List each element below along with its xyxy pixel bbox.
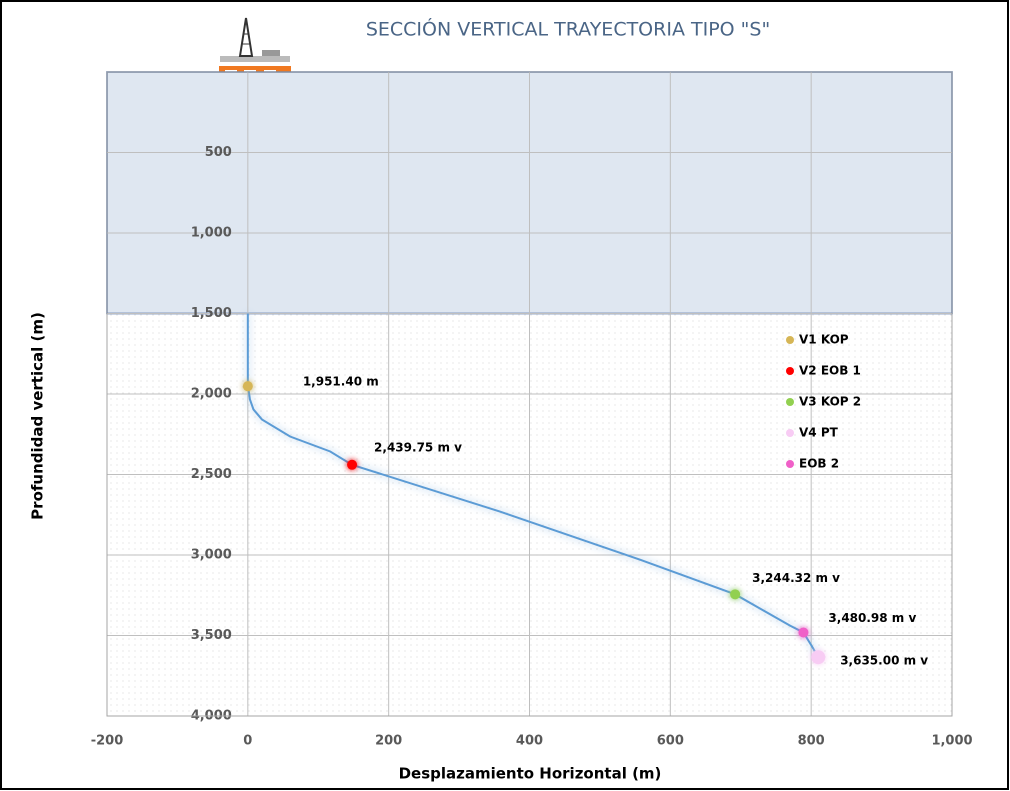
y-tick-label: 3,000 bbox=[191, 548, 232, 563]
y-tick-label: 1,000 bbox=[191, 226, 232, 241]
data-label: 2,439.75 m v bbox=[374, 440, 462, 454]
y-tick-label: 2,000 bbox=[191, 387, 232, 402]
x-tick-label: 0 bbox=[243, 734, 252, 749]
marker bbox=[811, 650, 826, 665]
legend-swatch bbox=[786, 367, 794, 375]
x-tick-label: 600 bbox=[657, 734, 684, 749]
chart-title: SECCIÓN VERTICAL TRAYECTORIA TIPO "S" bbox=[366, 17, 770, 41]
data-label: 3,244.32 m v bbox=[752, 571, 840, 585]
y-tick-label: 500 bbox=[205, 145, 232, 160]
marker bbox=[242, 381, 253, 392]
y-axis-title: Profundidad vertical (m) bbox=[29, 312, 47, 520]
y-tick-label: 3,500 bbox=[191, 628, 232, 643]
data-label: 1,951.40 m bbox=[303, 375, 379, 389]
x-axis-title: Desplazamiento Horizontal (m) bbox=[399, 765, 662, 783]
x-tick-label: 400 bbox=[516, 734, 543, 749]
plot-border bbox=[106, 71, 953, 717]
y-tick-label: 1,500 bbox=[191, 306, 232, 321]
legend-label: V2 EOB 1 bbox=[799, 364, 861, 378]
y-tick-label: 2,500 bbox=[191, 467, 232, 482]
legend-label: V3 KOP 2 bbox=[799, 395, 861, 409]
x-tick-label: 200 bbox=[375, 734, 402, 749]
legend-swatch bbox=[786, 336, 794, 344]
x-tick-label: 1,000 bbox=[931, 734, 972, 749]
x-tick-label: -200 bbox=[91, 734, 124, 749]
legend-label: V4 PT bbox=[799, 426, 839, 440]
marker bbox=[798, 627, 809, 638]
legend-swatch bbox=[786, 398, 794, 406]
legend-swatch bbox=[786, 460, 794, 468]
legend-label: EOB 2 bbox=[799, 457, 839, 471]
x-tick-label: 800 bbox=[798, 734, 825, 749]
data-label: 3,480.98 m v bbox=[828, 611, 916, 625]
marker bbox=[730, 589, 741, 600]
legend-label: V1 KOP bbox=[799, 333, 849, 347]
marker bbox=[347, 459, 358, 470]
legend-swatch bbox=[786, 429, 794, 437]
data-label: 3,635.00 m v bbox=[840, 654, 928, 668]
